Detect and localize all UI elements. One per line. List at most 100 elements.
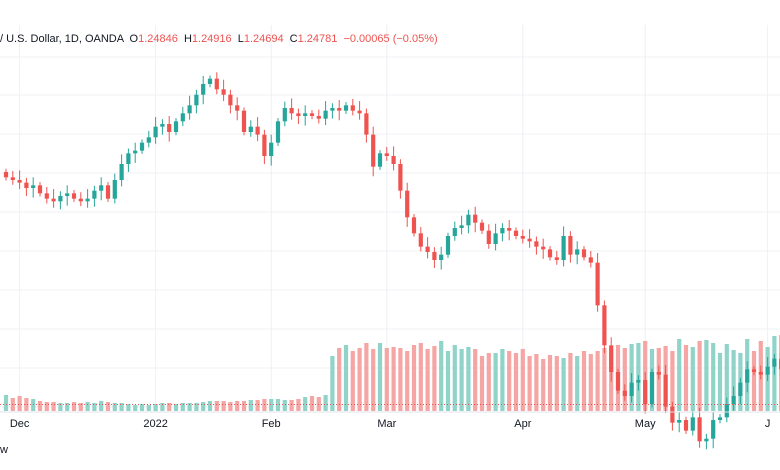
candle-up (323, 101, 328, 126)
candle-down (411, 214, 417, 237)
volume-bar (44, 402, 49, 411)
candle-body (656, 372, 661, 375)
candle-body (520, 236, 525, 239)
candle-body (269, 142, 274, 156)
candle-up (187, 95, 192, 120)
volume-bar (17, 396, 22, 411)
candle-body (24, 182, 29, 188)
candle-body (486, 230, 491, 244)
candle-body (173, 121, 179, 132)
volume-bar (350, 351, 355, 411)
candle-down (547, 246, 553, 261)
candle-body (207, 78, 213, 84)
grid (0, 25, 780, 412)
volume-bar (602, 348, 607, 411)
candle-up (717, 414, 723, 424)
candle-down (513, 227, 519, 240)
volume-bar (493, 353, 498, 411)
volume-bar (500, 349, 505, 411)
candle-down (568, 231, 573, 263)
candle-down (105, 182, 111, 202)
candle-body (133, 150, 138, 154)
candle-down (405, 182, 410, 227)
volume-bar (3, 395, 9, 411)
candle-up (65, 185, 70, 206)
candle-up (677, 412, 682, 433)
candle-body (235, 105, 240, 111)
candle-body (330, 108, 335, 111)
candle-down (432, 247, 437, 268)
x-tick-label: Mar (377, 418, 396, 430)
volume-bar (51, 402, 56, 411)
candle-body (44, 193, 49, 199)
candle-body (568, 236, 573, 255)
volume-bar (357, 348, 362, 411)
candle-up (765, 357, 770, 382)
candle-body (534, 241, 539, 247)
candle-down (507, 220, 512, 241)
candle-body (473, 214, 478, 223)
volume-bar (656, 348, 661, 411)
candle-body (377, 153, 383, 167)
candle-down (758, 365, 763, 380)
candle-down (3, 168, 9, 181)
candle-body (139, 142, 145, 151)
candle-body (581, 249, 587, 258)
candle-down (214, 72, 219, 95)
volume-bar (581, 351, 587, 411)
candle-down (622, 384, 627, 401)
volume-bar (323, 395, 328, 411)
candle-up (201, 76, 206, 105)
volume-bar (486, 353, 491, 411)
candle-body (493, 233, 498, 244)
candle-body (37, 185, 43, 194)
volume-bar (595, 351, 600, 411)
candle-body (323, 110, 328, 119)
volume-bar (398, 348, 403, 411)
candle-body (248, 126, 253, 132)
candle-body (772, 358, 777, 367)
candle-down (541, 238, 546, 259)
candle-body (751, 369, 757, 372)
volume-bar (541, 359, 546, 411)
candle-down (595, 253, 600, 312)
candle-down (473, 206, 478, 233)
candle-body (418, 233, 423, 247)
volume-bar (167, 403, 172, 411)
candle-down (643, 372, 648, 414)
candle-body (588, 257, 593, 263)
candle-body (337, 108, 342, 111)
candle-body (384, 153, 389, 156)
candle-up (303, 105, 308, 126)
volume-bar (575, 356, 580, 411)
candle-body (119, 164, 124, 180)
candle-body (411, 217, 417, 234)
candle-body (214, 78, 219, 90)
volume-bar (479, 356, 485, 411)
candle-up (439, 246, 444, 270)
volume-bar (85, 402, 90, 411)
candle-down (615, 368, 621, 394)
candle-body (615, 372, 621, 391)
candle-down (486, 224, 491, 249)
candle-down (337, 100, 342, 121)
candle-up (330, 103, 335, 119)
volume-bar (180, 403, 185, 411)
candle-body (65, 193, 70, 196)
candle-down (602, 300, 607, 354)
symbol-text[interactable]: / U.S. Dollar, 1D, OANDA (0, 33, 124, 45)
volume-bar (330, 356, 335, 411)
candle-down (24, 177, 29, 196)
volume-bar (146, 405, 151, 411)
volume-bar (439, 341, 444, 411)
candle-up (561, 226, 566, 267)
candle-up (711, 412, 716, 449)
candle-body (78, 198, 83, 202)
volume-bar (731, 350, 736, 411)
candle-body (357, 110, 362, 114)
candle-body (711, 420, 716, 439)
candle-body (51, 198, 56, 202)
candle-down (398, 159, 403, 199)
volume-bar (71, 402, 77, 411)
